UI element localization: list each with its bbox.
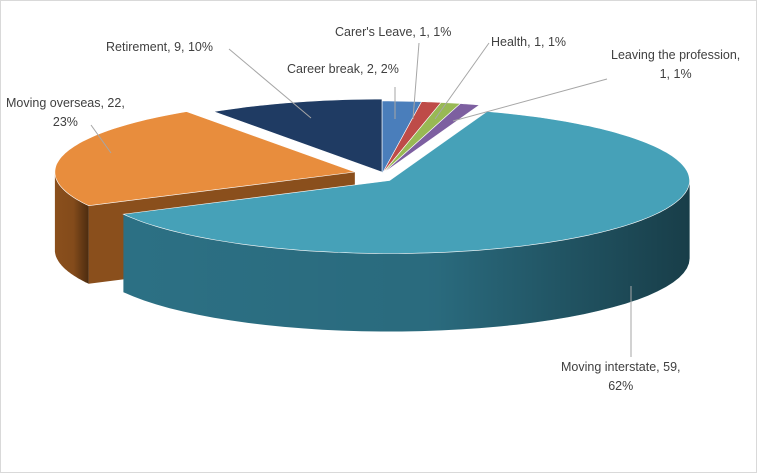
- leader-line-moving-overseas: [90, 124, 112, 154]
- data-label-retirement: Retirement, 9, 10%: [106, 40, 213, 54]
- data-label-health: Health, 1, 1%: [491, 35, 566, 49]
- pie-side-shade-moving-interstate: [123, 180, 690, 332]
- data-label-moving-overseas: Moving overseas, 22, 23%: [6, 96, 125, 129]
- leader-line-health: [434, 42, 490, 120]
- data-label-carer-s-leave: Carer's Leave, 1, 1%: [335, 25, 451, 39]
- leader-line-retirement: [228, 48, 312, 119]
- data-label-leaving-the-profession: Leaving the profession, 1, 1%: [611, 48, 740, 81]
- pie-slice-moving-overseas: [54, 111, 356, 207]
- pie-slice-leaving-the-profession: [381, 103, 481, 175]
- pie-side-shade-moving-overseas: [54, 172, 89, 284]
- pie-slice-retirement: [213, 98, 383, 173]
- data-label-moving-interstate: Moving interstate, 59, 62%: [561, 360, 681, 393]
- data-label-career-break: Career break, 2, 2%: [287, 62, 399, 76]
- leader-line-carer-s-leave: [412, 42, 420, 120]
- leader-line-leaving-the-profession: [452, 78, 608, 122]
- pie-slice-moving-interstate: [122, 111, 690, 254]
